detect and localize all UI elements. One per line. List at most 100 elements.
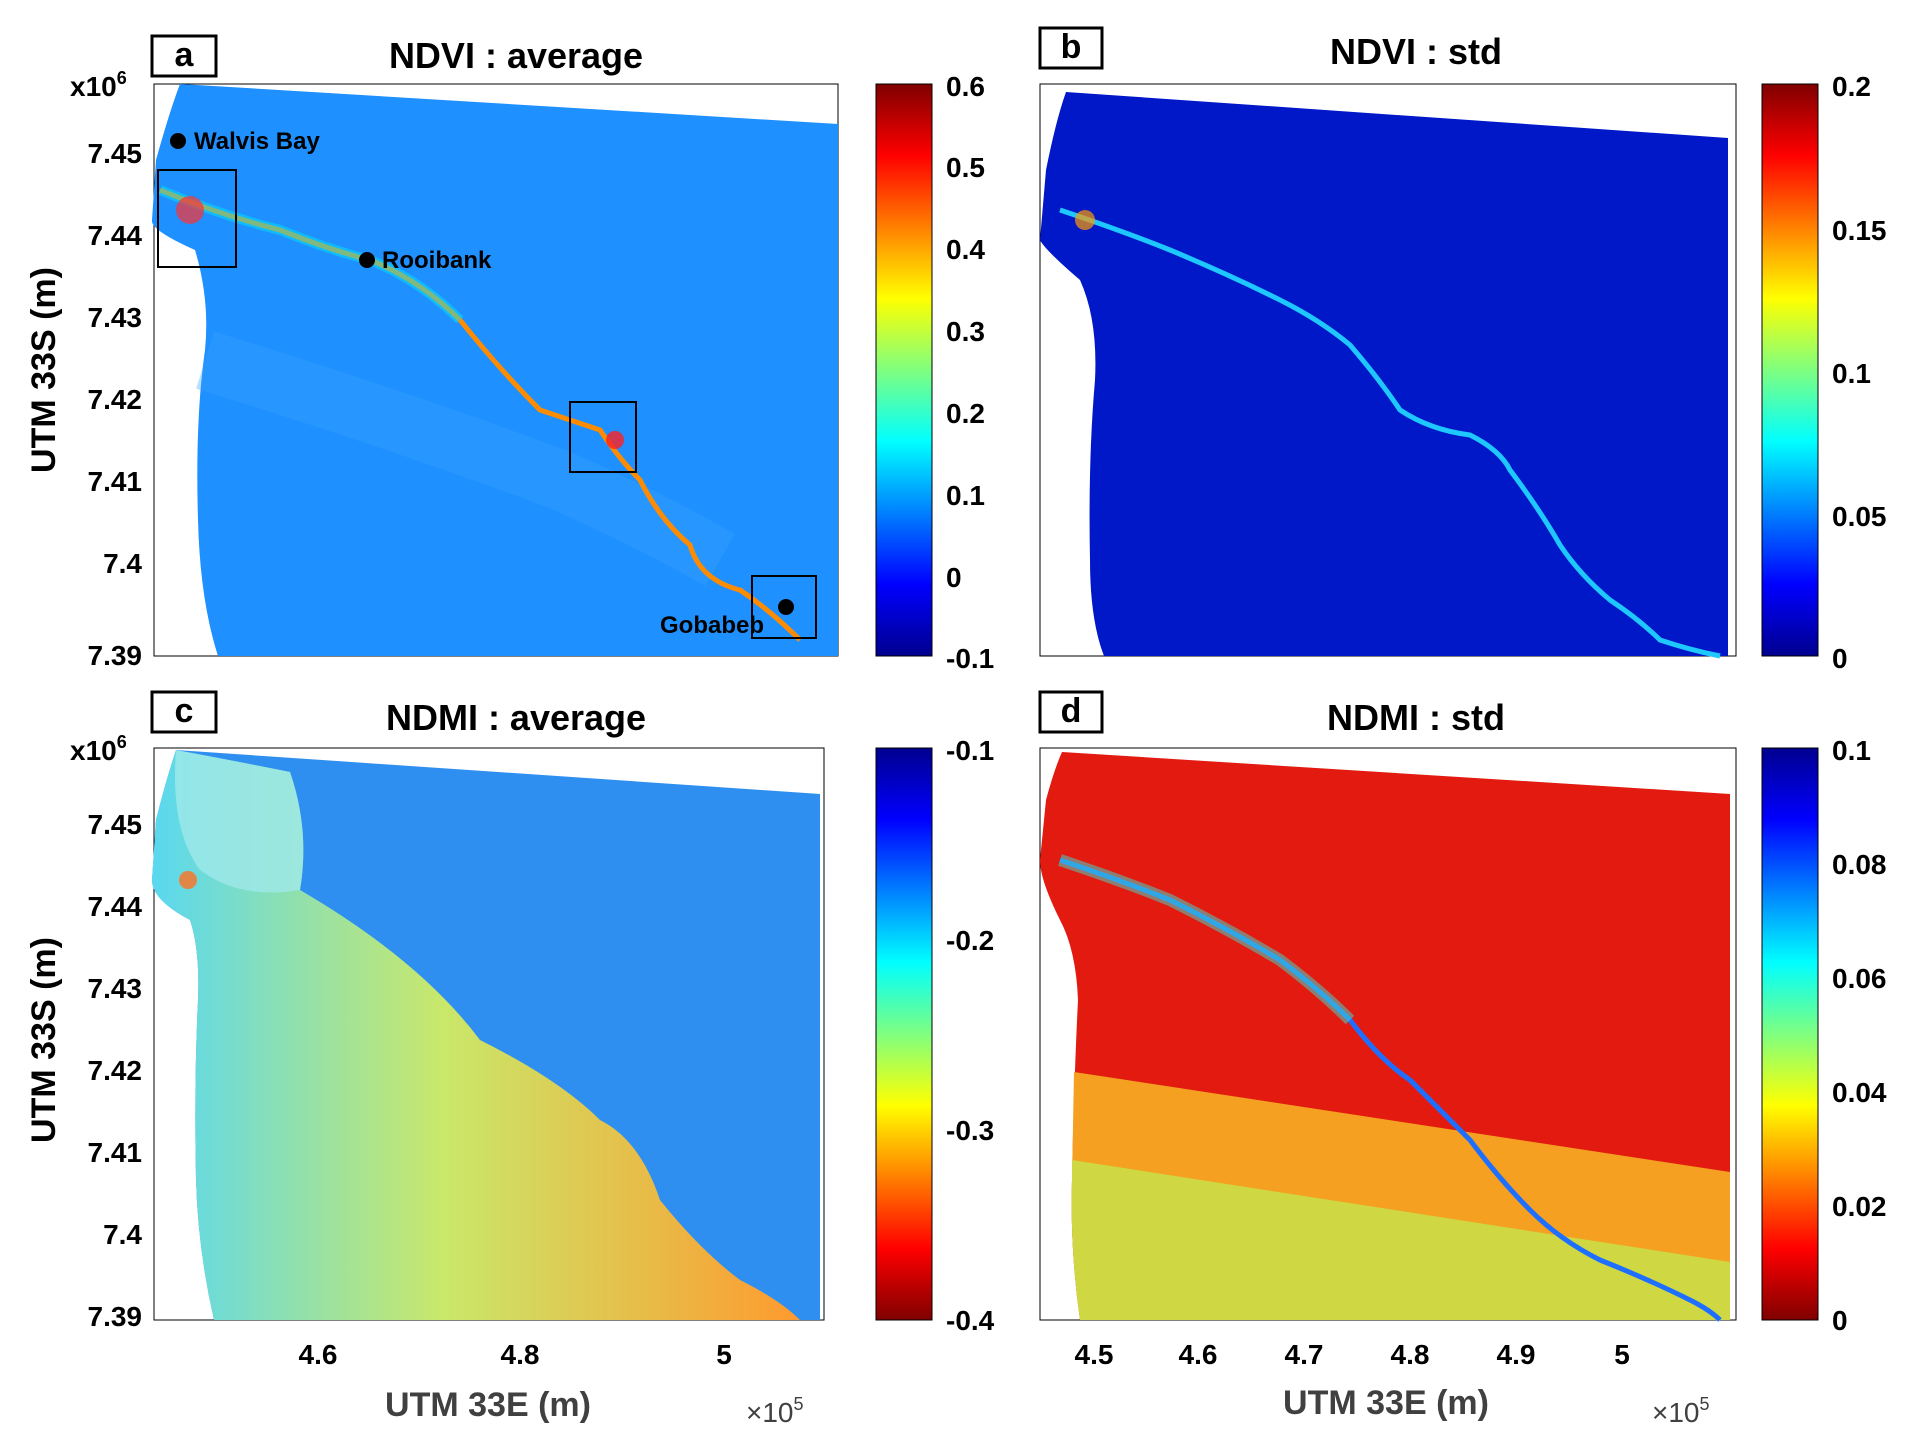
cbar-tick-label: -0.1 — [946, 643, 994, 674]
x-tick-label: 5 — [716, 1339, 732, 1370]
panel-d-letter: d — [1061, 692, 1082, 730]
cbar-tick-label: -0.1 — [946, 735, 994, 766]
y-tick-label: 7.45 — [88, 138, 143, 169]
panel-c-colorbar-ticks: -0.1 -0.2 -0.3 -0.4 — [946, 735, 995, 1336]
panel-b-title: NDVI : std — [1330, 31, 1502, 72]
panel-a: a NDVI : average Walvis Bay Rooibank Gob… — [25, 34, 994, 674]
y-tick-label: 7.42 — [88, 384, 143, 415]
panel-b-hotspot — [1075, 210, 1095, 230]
panel-d-title: NDMI : std — [1327, 697, 1505, 738]
panel-a-colorbar-ticks: 0.6 0.5 0.4 0.3 0.2 0.1 0 -0.1 — [946, 71, 994, 674]
panel-a-colorbar — [875, 83, 933, 657]
y-tick-label: 7.4 — [103, 1219, 142, 1250]
x-tick-label: 4.6 — [1179, 1339, 1218, 1370]
cbar-tick-label: 0.1 — [946, 480, 985, 511]
panel-b-letter: b — [1061, 28, 1082, 66]
cbar-tick-label: 0.6 — [946, 71, 985, 102]
panel-a-label-walvis-bay: Walvis Bay — [194, 128, 320, 155]
x-tick-label: 5 — [1614, 1339, 1630, 1370]
panel-c-letter: c — [175, 692, 194, 730]
x-tick-label: 4.9 — [1497, 1339, 1536, 1370]
panel-d-xlabel: UTM 33E (m) — [1283, 1384, 1489, 1422]
panel-c: c NDMI : average x106 7.45 7.44 7.43 7.4… — [25, 690, 995, 1428]
cbar-tick-label: 0.04 — [1832, 1077, 1887, 1108]
cbar-tick-label: 0 — [1832, 1305, 1848, 1336]
panel-a-marker-rooibank — [359, 252, 375, 268]
panel-d-letter-box — [1038, 690, 1104, 734]
panel-a-label-rooibank: Rooibank — [382, 247, 492, 274]
panel-a-y-ticks: 7.45 7.44 7.43 7.42 7.41 7.4 7.39 — [88, 138, 143, 671]
y-tick-label: 7.43 — [88, 973, 143, 1004]
panel-d-band-lower — [1071, 1160, 1730, 1320]
cbar-tick-label: 0.15 — [1832, 215, 1887, 246]
panel-a-letter-box — [150, 34, 218, 78]
panel-c-ylabel: UTM 33S (m) — [25, 937, 63, 1143]
y-tick-label: 7.39 — [88, 1301, 143, 1332]
cbar-tick-label: 0.1 — [1832, 358, 1871, 389]
y-tick-label: 7.44 — [88, 891, 143, 922]
panel-c-y-exponent: x106 — [70, 732, 127, 766]
panel-c-colorbar — [875, 747, 933, 1321]
cbar-tick-label: 0.05 — [1832, 501, 1887, 532]
panel-c-x-exponent: ×105 — [746, 1394, 804, 1428]
panel-a-dune-shading — [196, 331, 735, 587]
panel-d: d NDMI : std 4.5 4.6 4.7 4.8 4.9 5 UTM 3… — [1038, 690, 1887, 1428]
panel-b-colorbar — [1761, 83, 1819, 657]
cbar-tick-label: 0.2 — [1832, 71, 1871, 102]
panel-c-xlabel: UTM 33E (m) — [385, 1386, 591, 1424]
panel-a-title: NDVI : average — [389, 35, 643, 76]
cbar-tick-label: 0.5 — [946, 152, 985, 183]
panel-c-title: NDMI : average — [386, 697, 646, 738]
panel-a-letter: a — [175, 36, 195, 74]
cbar-tick-label: 0.4 — [946, 234, 985, 265]
x-tick-label: 4.6 — [299, 1339, 338, 1370]
cbar-tick-label: 0.06 — [1832, 963, 1887, 994]
x-tick-label: 4.8 — [1391, 1339, 1430, 1370]
cbar-tick-label: 0.2 — [946, 398, 985, 429]
panel-a-hotspot — [176, 196, 204, 224]
panel-d-river-edge — [1058, 854, 1355, 1025]
x-tick-label: 4.5 — [1075, 1339, 1114, 1370]
panel-a-marker-gobabeb — [778, 599, 794, 615]
cbar-tick-label: 0.3 — [946, 316, 985, 347]
cbar-tick-label: 0.02 — [1832, 1191, 1887, 1222]
cbar-tick-label: 0.1 — [1832, 735, 1871, 766]
y-tick-label: 7.39 — [88, 640, 143, 671]
panel-d-x-ticks: 4.5 4.6 4.7 4.8 4.9 5 — [1075, 1339, 1630, 1370]
panel-b: b NDVI : std 0.2 0.15 0.1 0.05 0 — [1038, 26, 1887, 674]
y-tick-label: 7.43 — [88, 302, 143, 333]
panel-b-river — [1059, 207, 1721, 659]
x-tick-label: 4.8 — [501, 1339, 540, 1370]
panel-a-zoom-box-2 — [569, 401, 637, 473]
panel-a-zoom-box-3 — [751, 575, 817, 639]
y-tick-label: 7.41 — [88, 1137, 143, 1168]
panel-b-ndvi-std-field — [1040, 92, 1728, 656]
panel-c-dune-field — [152, 750, 800, 1320]
cbar-tick-label: -0.4 — [946, 1305, 995, 1336]
cbar-tick-label: 0 — [946, 562, 962, 593]
cbar-tick-label: 0.08 — [1832, 849, 1887, 880]
panel-b-letter-box — [1038, 26, 1104, 70]
cbar-tick-label: -0.2 — [946, 925, 994, 956]
panel-d-x-exponent: ×105 — [1652, 1394, 1710, 1428]
cbar-tick-label: 0 — [1832, 643, 1848, 674]
panel-c-coastal-zone — [175, 750, 304, 893]
panel-d-colorbar-ticks: 0.1 0.08 0.06 0.04 0.02 0 — [1832, 735, 1887, 1336]
y-tick-label: 7.44 — [88, 220, 143, 251]
panel-a-ylabel: UTM 33S (m) — [25, 267, 63, 473]
panel-b-colorbar-ticks: 0.2 0.15 0.1 0.05 0 — [1832, 71, 1887, 674]
panel-a-label-gobabeb: Gobabeb — [660, 612, 764, 639]
y-tick-label: 7.4 — [103, 548, 142, 579]
panel-c-y-ticks: 7.45 7.44 7.43 7.42 7.41 7.4 7.39 — [88, 809, 143, 1332]
cbar-tick-label: -0.3 — [946, 1115, 994, 1146]
panel-a-zoom-box-1 — [157, 169, 237, 268]
panel-a-y-exponent: x106 — [70, 68, 127, 102]
panel-c-letter-box — [150, 690, 218, 734]
panel-a-marker-walvis-bay — [170, 133, 186, 149]
panel-a-hotspot — [606, 431, 624, 449]
panel-c-x-ticks: 4.6 4.8 5 — [299, 1339, 732, 1370]
panel-a-ndvi-field — [151, 84, 838, 656]
y-tick-label: 7.41 — [88, 466, 143, 497]
panel-d-colorbar — [1761, 747, 1819, 1321]
